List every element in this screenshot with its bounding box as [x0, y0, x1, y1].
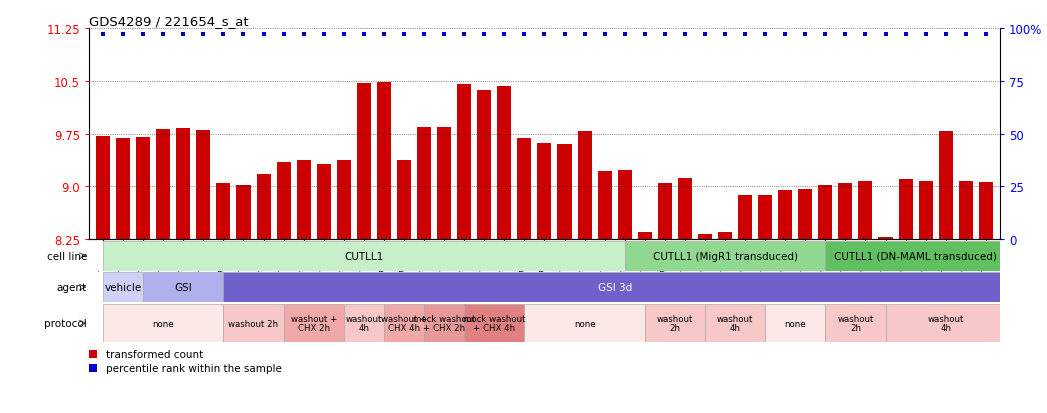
Bar — [103, 304, 223, 343]
Text: washout
2h: washout 2h — [838, 314, 873, 332]
Text: mock washout
+ CHX 4h: mock washout + CHX 4h — [463, 314, 526, 332]
Bar — [939, 132, 953, 240]
Text: agent: agent — [57, 282, 87, 292]
Text: CUTLL1: CUTLL1 — [344, 251, 383, 261]
Bar — [477, 91, 491, 240]
Text: GSI 3d: GSI 3d — [598, 282, 631, 292]
Bar — [357, 84, 371, 240]
Bar — [417, 127, 431, 240]
Bar — [316, 164, 331, 240]
Bar — [284, 304, 343, 343]
Text: none: none — [153, 319, 174, 328]
Bar — [578, 132, 592, 240]
Text: mock washout
+ CHX 2h: mock washout + CHX 2h — [413, 314, 475, 332]
Bar — [257, 175, 270, 240]
Bar — [276, 162, 291, 240]
Text: none: none — [574, 319, 596, 328]
Text: GSI: GSI — [175, 282, 193, 292]
Bar — [464, 304, 525, 343]
Bar — [343, 304, 384, 343]
Text: none: none — [784, 319, 806, 328]
Text: GDS4289 / 221654_s_at: GDS4289 / 221654_s_at — [89, 15, 248, 28]
Text: washout
4h: washout 4h — [928, 314, 964, 332]
Bar — [878, 237, 892, 240]
Bar — [658, 183, 672, 240]
Bar — [497, 87, 511, 240]
Bar — [798, 190, 812, 240]
Text: protocol: protocol — [44, 318, 87, 328]
Text: vehicle: vehicle — [105, 282, 141, 292]
Bar — [156, 129, 171, 240]
Bar — [778, 190, 793, 240]
Text: washout
4h: washout 4h — [346, 314, 382, 332]
Bar — [96, 136, 110, 240]
Bar — [618, 171, 631, 240]
Bar — [598, 171, 611, 240]
Text: washout +
CHX 4h: washout + CHX 4h — [381, 314, 427, 332]
Bar — [677, 178, 692, 240]
Text: washout +
CHX 2h: washout + CHX 2h — [290, 314, 337, 332]
Text: washout
2h: washout 2h — [656, 314, 693, 332]
Text: washout 2h: washout 2h — [228, 319, 279, 328]
Bar — [825, 304, 886, 343]
Bar — [103, 273, 143, 302]
Bar — [738, 196, 752, 240]
Bar — [718, 233, 732, 240]
Bar — [237, 185, 250, 240]
Bar — [116, 139, 130, 240]
Text: CUTLL1 (DN-MAML transduced): CUTLL1 (DN-MAML transduced) — [834, 251, 997, 261]
Bar — [103, 241, 625, 271]
Bar — [197, 131, 210, 240]
Bar — [979, 183, 993, 240]
Bar — [557, 145, 572, 240]
Bar — [525, 304, 645, 343]
Text: washout
4h: washout 4h — [717, 314, 753, 332]
Bar — [223, 304, 284, 343]
Bar — [625, 241, 825, 271]
Bar — [886, 304, 1006, 343]
Bar — [645, 304, 705, 343]
Text: transformed count: transformed count — [106, 349, 203, 359]
Bar — [337, 160, 351, 240]
Bar — [458, 85, 471, 240]
Bar — [377, 83, 391, 240]
Bar — [765, 304, 825, 343]
Bar — [819, 185, 832, 240]
Bar — [758, 196, 772, 240]
Bar — [537, 143, 552, 240]
Bar — [176, 128, 191, 240]
Bar — [698, 235, 712, 240]
Bar — [143, 273, 223, 302]
Bar — [898, 180, 913, 240]
Text: percentile rank within the sample: percentile rank within the sample — [106, 363, 282, 373]
Bar — [397, 161, 411, 240]
Text: CUTLL1 (MigR1 transduced): CUTLL1 (MigR1 transduced) — [652, 251, 798, 261]
Bar — [296, 161, 311, 240]
Bar — [136, 138, 150, 240]
Bar — [437, 127, 451, 240]
Bar — [705, 304, 765, 343]
Bar — [217, 183, 230, 240]
Bar — [918, 181, 933, 240]
Bar — [638, 233, 652, 240]
Bar — [223, 273, 1006, 302]
Bar — [825, 241, 1006, 271]
Bar — [859, 181, 872, 240]
Bar — [517, 139, 532, 240]
Bar — [384, 304, 424, 343]
Bar — [839, 183, 852, 240]
Bar — [424, 304, 464, 343]
Bar — [959, 181, 973, 240]
Text: cell line: cell line — [46, 251, 87, 261]
